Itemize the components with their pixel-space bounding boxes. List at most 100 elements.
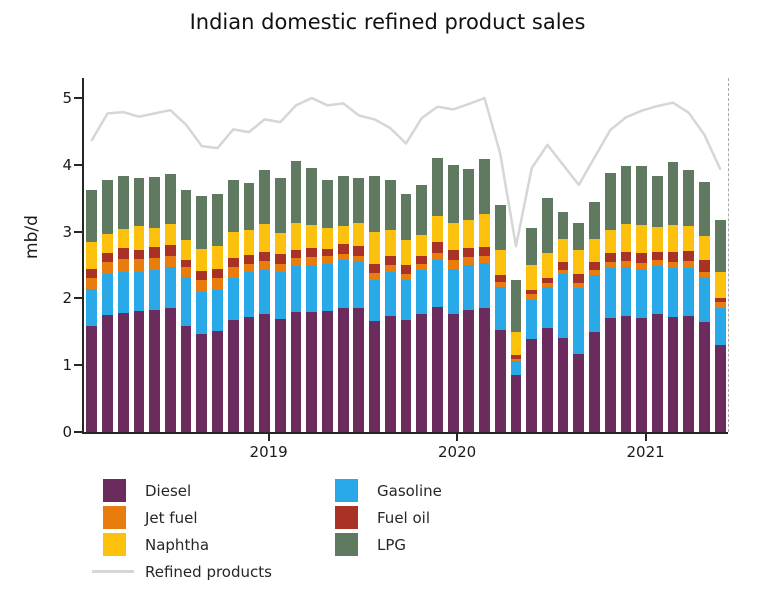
segment-fuel-oil xyxy=(259,251,271,262)
stacked-bar-jul-2019 xyxy=(353,177,365,432)
legend-row: Naphtha LPG xyxy=(103,533,567,556)
plot-area: 2019 2020 2021 0 1 2 3 4 5 xyxy=(62,78,729,461)
segment-jet-fuel xyxy=(133,259,145,272)
segment-gasoline xyxy=(510,360,522,376)
y-tick xyxy=(74,431,82,433)
x-tick xyxy=(456,434,459,441)
segment-jet-fuel xyxy=(164,256,176,268)
segment-jet-fuel xyxy=(337,253,349,260)
segment-jet-fuel xyxy=(432,253,443,261)
segment-fuel-oil xyxy=(133,249,145,260)
segment-fuel-oil xyxy=(274,254,286,264)
segment-fuel-oil xyxy=(86,269,98,279)
segment-jet-fuel xyxy=(212,278,223,291)
segment-fuel-oil xyxy=(290,249,302,258)
segment-naphtha xyxy=(620,223,632,252)
segment-gasoline xyxy=(604,268,616,319)
segment-lpg xyxy=(180,190,192,241)
segment-jet-fuel xyxy=(589,269,600,276)
segment-lpg xyxy=(290,160,302,223)
stacked-bar-oct-2018 xyxy=(212,194,223,432)
segment-fuel-oil xyxy=(636,253,647,264)
legend-row: Jet fuel Fuel oil xyxy=(103,506,567,529)
segment-gasoline xyxy=(337,259,349,308)
segment-jet-fuel xyxy=(102,262,113,274)
segment-lpg xyxy=(384,179,396,231)
segment-jet-fuel xyxy=(683,261,695,268)
segment-naphtha xyxy=(86,242,98,270)
legend-label-fuel-oil: Fuel oil xyxy=(377,508,430,527)
legend-row-refined-products: Refined products xyxy=(92,560,567,583)
stacked-bar-feb-2018 xyxy=(86,190,98,432)
legend-swatch-gasoline xyxy=(335,479,358,502)
y-tick xyxy=(74,364,82,367)
stacked-bar-apr-2019 xyxy=(306,168,318,432)
segment-fuel-oil xyxy=(510,355,522,359)
legend-row: Diesel Gasoline xyxy=(103,479,567,502)
segment-jet-fuel xyxy=(714,302,726,308)
segment-diesel xyxy=(432,307,443,432)
segment-lpg xyxy=(526,228,538,266)
stacked-bar-oct-2020 xyxy=(589,202,600,432)
segment-gasoline xyxy=(86,289,98,326)
segment-gasoline xyxy=(243,271,255,318)
stacked-bar-oct-2019 xyxy=(400,193,412,432)
segment-naphtha xyxy=(243,229,255,255)
x-tick-label-2021: 2021 xyxy=(626,443,665,461)
segment-diesel xyxy=(479,308,490,432)
segment-lpg xyxy=(117,176,129,229)
segment-gasoline xyxy=(212,290,223,332)
segment-diesel xyxy=(683,316,695,432)
segment-lpg xyxy=(699,182,710,236)
stacked-bar-nov-2018 xyxy=(227,180,239,432)
legend-label-refined-products: Refined products xyxy=(145,562,272,581)
segment-lpg xyxy=(227,180,239,232)
legend-swatch-lpg xyxy=(335,533,358,556)
segment-gasoline xyxy=(463,265,475,311)
segment-naphtha xyxy=(714,271,726,298)
segment-naphtha xyxy=(102,234,113,253)
segment-naphtha xyxy=(510,331,522,356)
segment-diesel xyxy=(149,309,161,432)
segment-diesel xyxy=(196,333,208,432)
segment-gasoline xyxy=(306,265,318,312)
segment-jet-fuel xyxy=(526,294,538,300)
segment-gasoline xyxy=(180,277,192,327)
segment-fuel-oil xyxy=(212,269,223,279)
segment-diesel xyxy=(494,329,506,432)
segment-jet-fuel xyxy=(117,259,129,272)
segment-fuel-oil xyxy=(227,258,239,268)
segment-fuel-oil xyxy=(416,255,428,264)
segment-diesel xyxy=(102,315,113,432)
segment-diesel xyxy=(541,327,553,432)
legend-swatch-diesel xyxy=(103,479,126,502)
segment-fuel-oil xyxy=(353,246,365,256)
segment-lpg xyxy=(337,175,349,226)
y-tick xyxy=(74,297,82,300)
segment-jet-fuel xyxy=(620,261,632,268)
segment-jet-fuel xyxy=(510,358,522,361)
stacked-bar-mar-2020 xyxy=(479,158,490,432)
segment-jet-fuel xyxy=(384,265,396,272)
segment-diesel xyxy=(557,337,569,432)
segment-fuel-oil xyxy=(463,248,475,258)
segment-diesel xyxy=(651,314,663,432)
segment-lpg xyxy=(557,212,569,239)
segment-lpg xyxy=(683,169,695,226)
segment-naphtha xyxy=(557,238,569,263)
y-tick xyxy=(74,97,82,100)
segment-gasoline xyxy=(714,307,726,345)
segment-jet-fuel xyxy=(259,261,271,271)
segment-fuel-oil xyxy=(557,262,569,270)
segment-gasoline xyxy=(541,287,553,328)
stacked-bar-jan-2021 xyxy=(636,166,647,432)
segment-diesel xyxy=(164,308,176,432)
stacked-bar-jul-2020 xyxy=(541,197,553,432)
y-tick-label: 1 xyxy=(62,356,72,375)
segment-diesel xyxy=(227,319,239,432)
segment-gasoline xyxy=(479,263,490,309)
segment-fuel-oil xyxy=(714,297,726,303)
segment-fuel-oil xyxy=(102,253,113,263)
segment-lpg xyxy=(447,164,459,223)
segment-naphtha xyxy=(651,226,663,252)
